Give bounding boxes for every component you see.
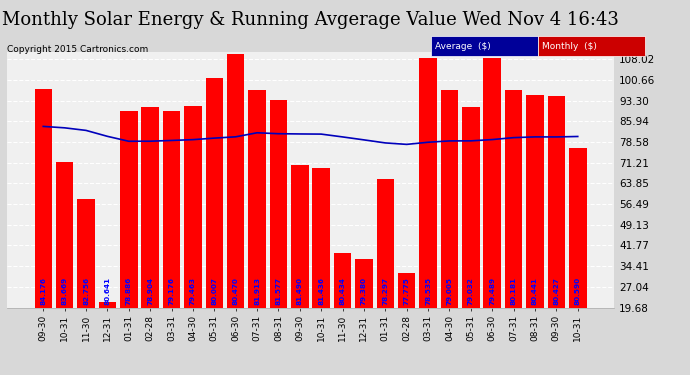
Bar <box>505 90 522 308</box>
Text: 80.427: 80.427 <box>553 277 560 305</box>
Text: 79.032: 79.032 <box>468 277 474 305</box>
Text: 81.913: 81.913 <box>254 277 260 305</box>
Bar <box>227 54 244 307</box>
Bar <box>34 89 52 308</box>
Text: 79.380: 79.380 <box>361 277 367 305</box>
Bar <box>291 165 308 308</box>
Text: 81.577: 81.577 <box>275 277 282 305</box>
Text: 79.176: 79.176 <box>168 277 175 305</box>
Text: 81.490: 81.490 <box>297 277 303 305</box>
Bar <box>462 107 480 308</box>
Text: Monthly Solar Energy & Running Avgerage Value Wed Nov 4 16:43: Monthly Solar Energy & Running Avgerage … <box>2 11 619 29</box>
Bar <box>441 90 458 308</box>
Text: 81.436: 81.436 <box>318 277 324 305</box>
Text: 78.886: 78.886 <box>126 276 132 305</box>
Text: 80.007: 80.007 <box>211 277 217 305</box>
Text: 77.775: 77.775 <box>404 277 410 305</box>
Text: 79.489: 79.489 <box>489 277 495 305</box>
Bar <box>77 198 95 308</box>
Text: 79.463: 79.463 <box>190 277 196 305</box>
Text: 79.005: 79.005 <box>446 277 453 305</box>
Text: 80.441: 80.441 <box>532 277 538 305</box>
Bar <box>248 90 266 308</box>
Text: 80.181: 80.181 <box>511 277 517 305</box>
Bar <box>334 253 351 308</box>
Bar <box>313 168 330 308</box>
Text: Monthly  ($): Monthly ($) <box>542 42 597 51</box>
Text: 84.176: 84.176 <box>40 277 46 305</box>
Bar <box>120 111 137 308</box>
Bar <box>163 111 180 308</box>
Text: 80.434: 80.434 <box>339 277 346 305</box>
Bar <box>526 94 544 308</box>
Text: 78.904: 78.904 <box>147 277 153 305</box>
Text: 78.535: 78.535 <box>425 277 431 305</box>
Text: 80.641: 80.641 <box>104 277 110 305</box>
Bar <box>206 78 223 308</box>
Bar <box>377 179 394 308</box>
Bar <box>484 58 501 308</box>
Text: 78.297: 78.297 <box>382 277 388 305</box>
Text: Average  ($): Average ($) <box>435 42 491 51</box>
Bar <box>141 107 159 308</box>
Bar <box>184 106 201 308</box>
Bar <box>398 273 415 308</box>
Bar <box>420 58 437 308</box>
Bar <box>270 100 287 308</box>
Bar <box>56 162 73 308</box>
Bar <box>99 302 116 307</box>
Text: Copyright 2015 Cartronics.com: Copyright 2015 Cartronics.com <box>7 45 148 54</box>
Text: 82.756: 82.756 <box>83 277 89 305</box>
Bar <box>355 259 373 308</box>
Text: 80.590: 80.590 <box>575 277 581 305</box>
Bar <box>569 148 586 308</box>
Text: 80.470: 80.470 <box>233 277 239 305</box>
Text: 83.669: 83.669 <box>61 276 68 305</box>
Bar <box>548 96 565 308</box>
